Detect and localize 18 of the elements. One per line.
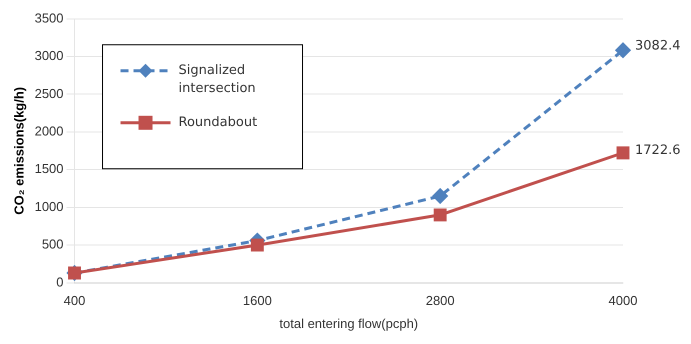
x-tick-label: 2800	[426, 293, 455, 308]
data-label: 3082.4	[635, 38, 680, 54]
y-tick-label: 500	[42, 236, 64, 252]
y-axis-title: CO₂ emissions(kg/h)	[11, 86, 26, 215]
y-tick-label: 1500	[34, 161, 64, 176]
y-tick-label: 2000	[34, 124, 64, 139]
x-tick-label: 4000	[608, 293, 638, 308]
x-tick-label: 1600	[242, 293, 272, 308]
x-tick-label: 400	[64, 293, 86, 308]
y-tick-label: 3000	[34, 48, 64, 64]
legend-label: Roundabout	[178, 115, 258, 130]
y-tick-label: 1000	[34, 198, 64, 214]
y-tick-label: 0	[56, 274, 64, 290]
data-label: 1722.6	[635, 143, 680, 158]
y-tick-label: 3500	[34, 10, 64, 26]
x-axis-title: total entering flow(pcph)	[279, 316, 418, 331]
legend-label: Signalized intersection	[178, 63, 256, 96]
y-tick-label: 2500	[34, 86, 64, 101]
